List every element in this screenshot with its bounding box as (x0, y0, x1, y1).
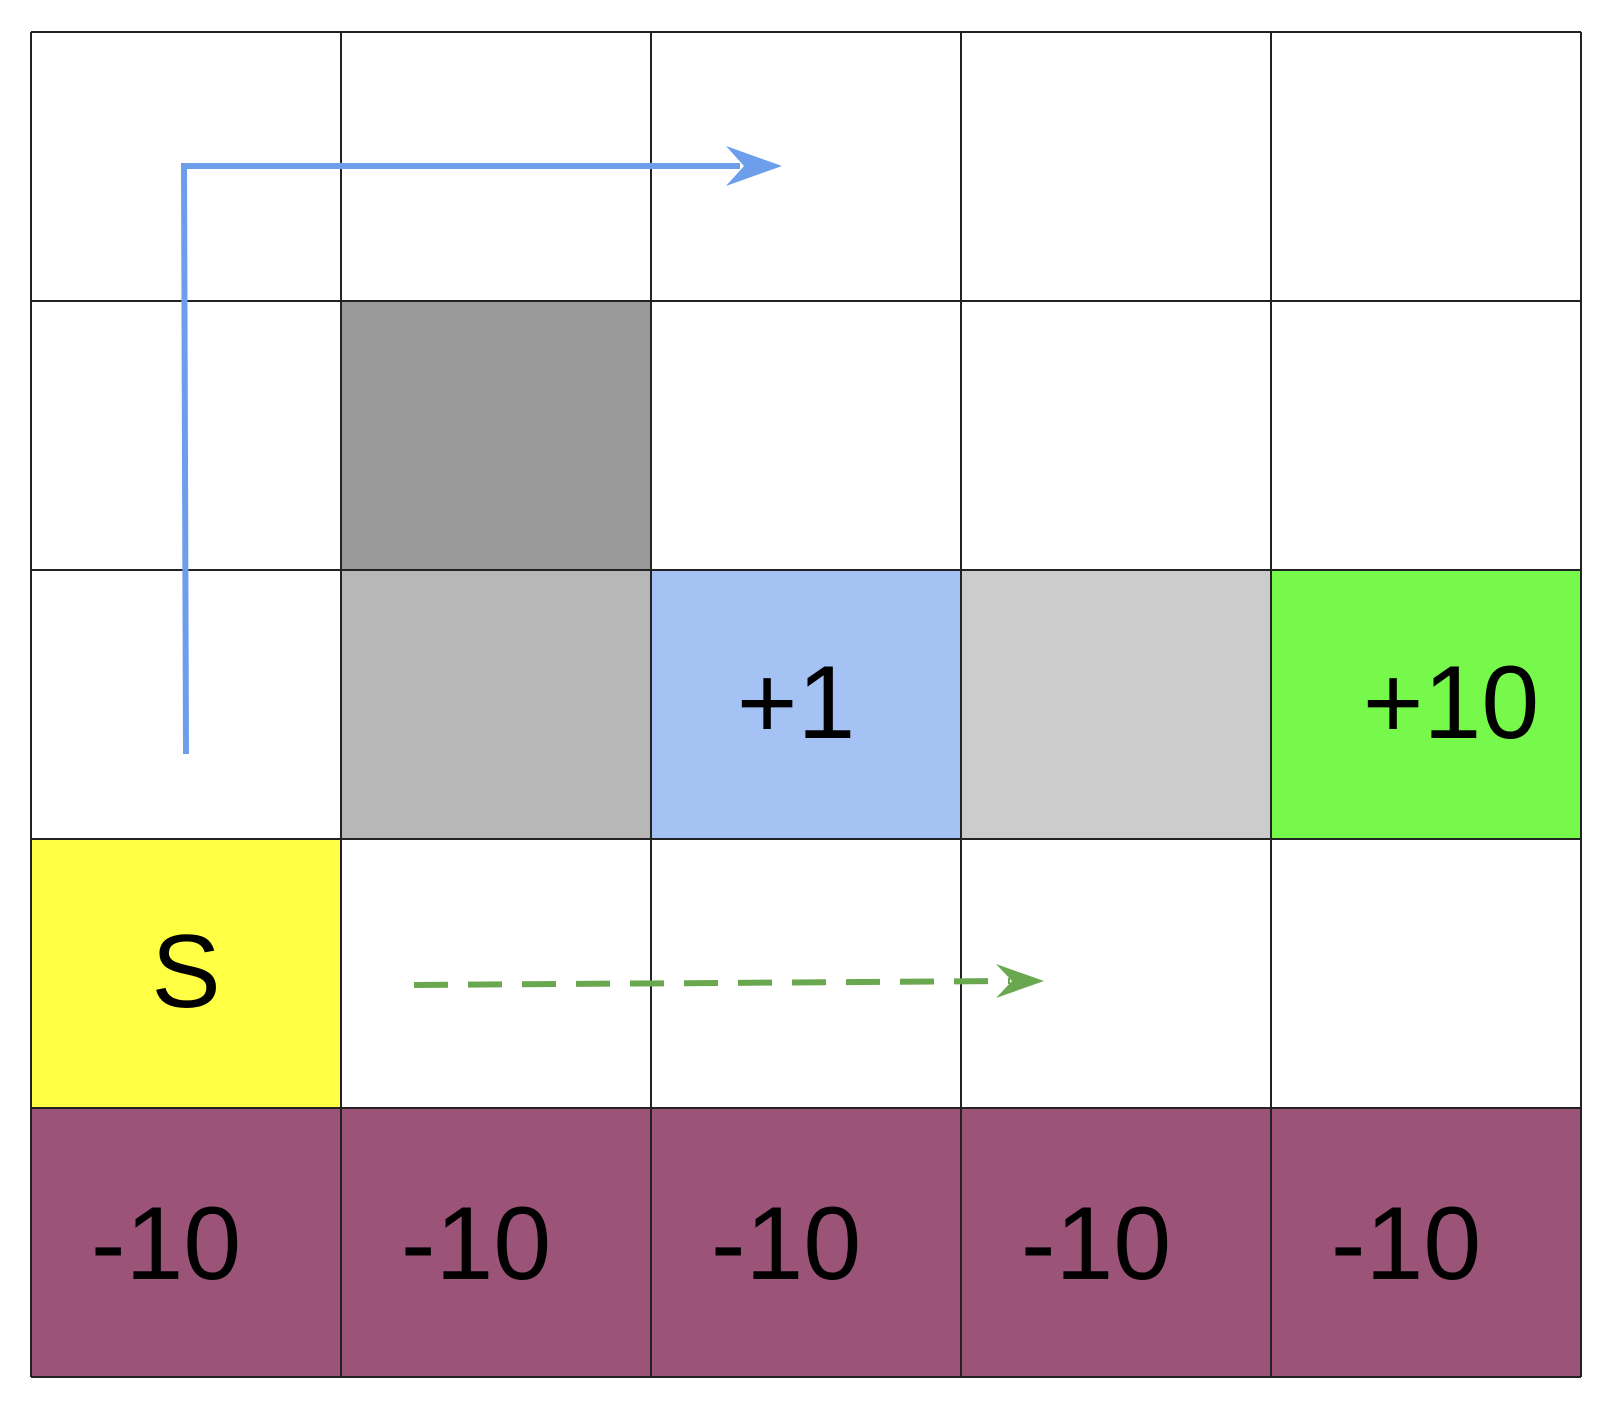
path-arrows (180, 146, 1044, 998)
cell-empty-r0-c4 (1271, 32, 1581, 301)
cell-empty-r3-c2 (651, 839, 961, 1108)
cell-empty-r3-c1 (341, 839, 651, 1108)
grid-cells (31, 32, 1581, 1377)
cell-label-r4-c0: -10 (91, 1186, 241, 1302)
cell-wall-r1-c1 (341, 301, 651, 570)
cell-empty-r1-c4 (1271, 301, 1581, 570)
cell-penalty-r4-c2 (651, 1108, 961, 1377)
cell-labels: +1 +10 S -10 -10 -10 -10 -10 (91, 645, 1539, 1302)
cell-label-r4-c1: -10 (401, 1186, 551, 1302)
cell-gray-r2-c3 (961, 570, 1271, 839)
cell-penalty-r4-c1 (341, 1108, 651, 1377)
cell-penalty-r4-c0 (31, 1108, 341, 1377)
cell-label-r4-c2: -10 (711, 1186, 861, 1302)
grid-lines (30, 31, 1582, 1378)
cell-goal-r2-c4 (1271, 570, 1581, 839)
cell-label-r2-c2: +1 (737, 645, 856, 761)
cell-empty-r1-c2 (651, 301, 961, 570)
short-path-arrowhead (996, 964, 1044, 998)
cell-penalty-r4-c3 (961, 1108, 1271, 1377)
cell-label-r3-c0: S (151, 914, 220, 1030)
long-path-arrowhead (726, 146, 782, 186)
cell-penalty-r4-c4 (1271, 1108, 1581, 1377)
cell-start-r3-c0 (31, 839, 341, 1108)
cell-label-r4-c3: -10 (1021, 1186, 1171, 1302)
cell-label-r2-c4: +10 (1363, 645, 1539, 761)
cell-reward-r2-c2 (651, 570, 961, 839)
cell-empty-r0-c3 (961, 32, 1271, 301)
cell-label-r4-c4: -10 (1331, 1186, 1481, 1302)
cell-empty-r3-c4 (1271, 839, 1581, 1108)
cell-gray-r2-c1 (341, 570, 651, 839)
long-path-line (180, 163, 740, 755)
short-path-line (413, 978, 1011, 988)
cell-empty-r1-c3 (961, 301, 1271, 570)
